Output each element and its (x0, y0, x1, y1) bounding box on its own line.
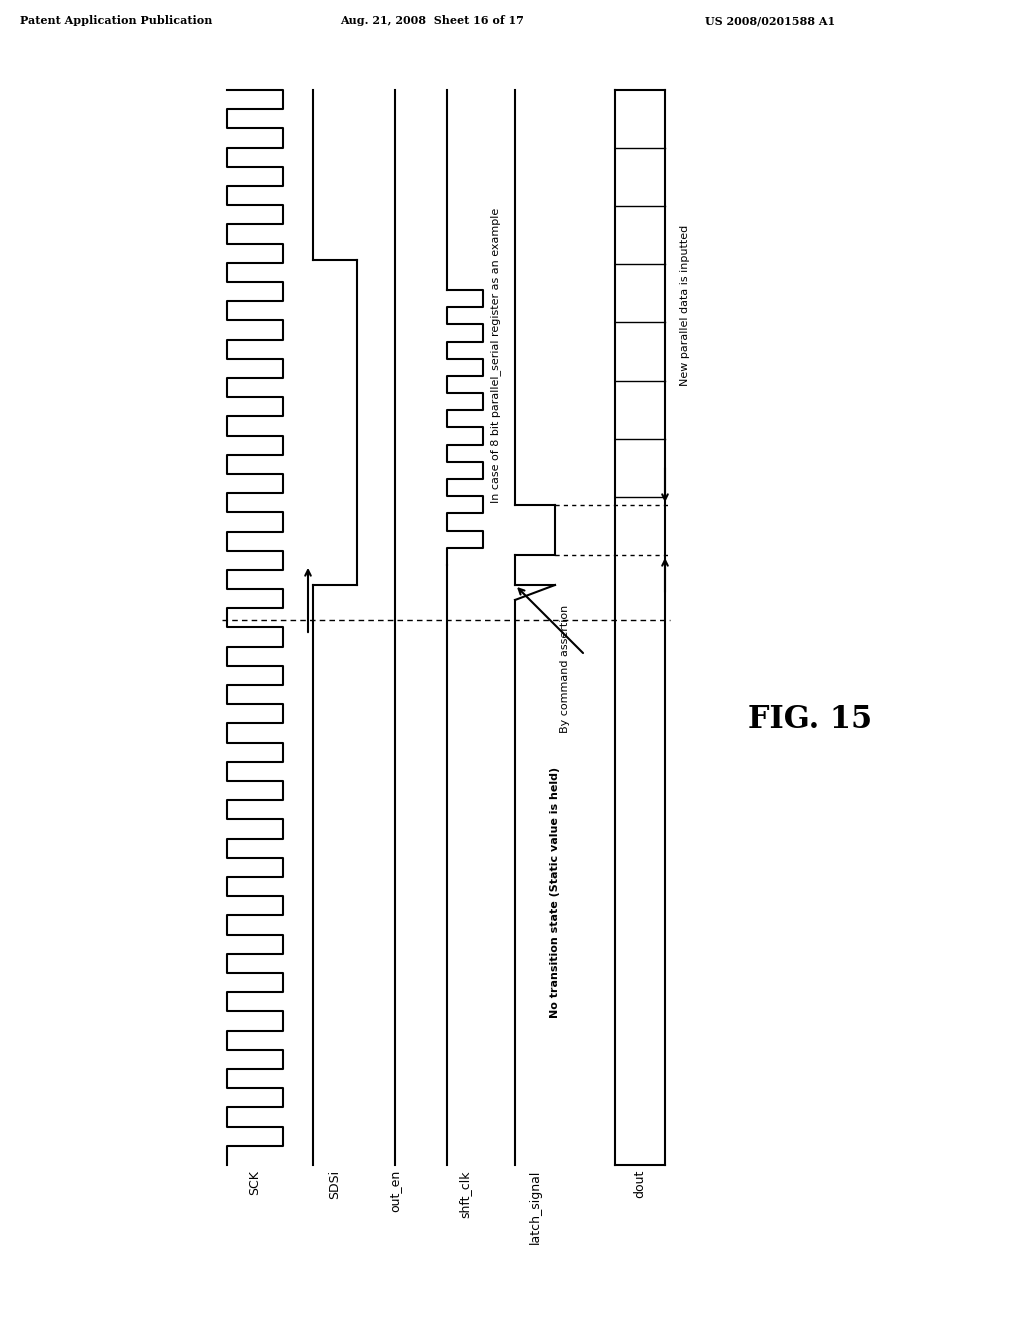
Text: latch_signal: latch_signal (528, 1170, 542, 1245)
Text: US 2008/0201588 A1: US 2008/0201588 A1 (705, 15, 836, 26)
Text: shft_clk: shft_clk (459, 1170, 471, 1217)
Text: Aug. 21, 2008  Sheet 16 of 17: Aug. 21, 2008 Sheet 16 of 17 (340, 15, 524, 26)
Text: In case of 8 bit parallel_serial register as an example: In case of 8 bit parallel_serial registe… (490, 207, 501, 503)
Text: Patent Application Publication: Patent Application Publication (20, 15, 212, 26)
Text: By command assertion: By command assertion (560, 605, 570, 733)
Text: SCK: SCK (249, 1170, 261, 1195)
Text: No transition state (Static value is held): No transition state (Static value is hel… (550, 767, 560, 1018)
Text: New parallel data is inputted: New parallel data is inputted (680, 224, 690, 385)
Text: FIG. 15: FIG. 15 (748, 705, 872, 735)
Text: out_en: out_en (388, 1170, 401, 1212)
Text: dout: dout (634, 1170, 646, 1199)
Text: SDSi: SDSi (329, 1170, 341, 1199)
